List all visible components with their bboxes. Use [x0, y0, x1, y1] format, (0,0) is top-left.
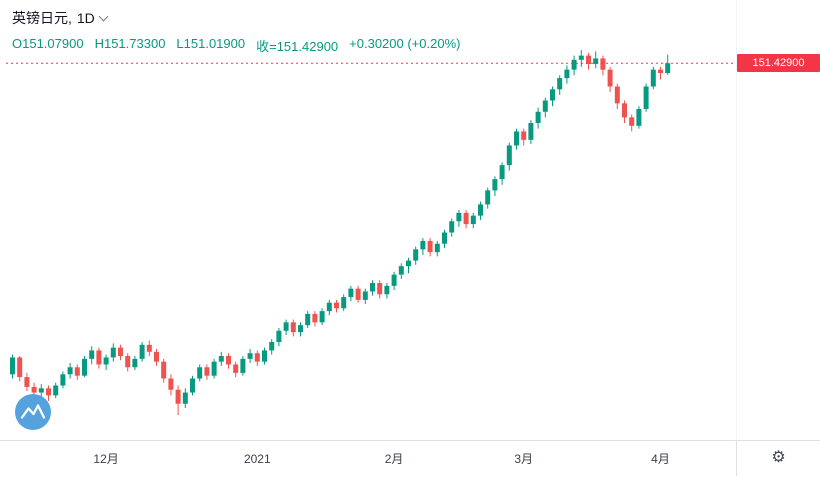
chart-legend: 英镑日元 , 1D O151.07900 H151.73300 L151.019… — [12, 8, 460, 55]
interval-button[interactable]: 1D — [76, 10, 109, 26]
time-axis[interactable]: 12月 2021 2月 3月 4月 — [0, 440, 820, 477]
interval-label: 1D — [76, 10, 95, 26]
gear-icon[interactable]: ⚙ — [771, 449, 786, 466]
last-price-tag: 151.42900 — [737, 54, 820, 73]
ohlc-change: +0.30200 (+0.20%) — [349, 36, 461, 51]
ohlc-high: H151.73300 — [94, 36, 166, 51]
time-axis-label: 12月 — [93, 452, 119, 466]
time-axis-label: 4月 — [651, 452, 670, 466]
time-axis-label: 2月 — [384, 452, 404, 466]
title-separator: , — [68, 10, 72, 26]
time-axis-label: 3月 — [514, 452, 534, 466]
mountain-logo-icon — [20, 404, 46, 419]
chevron-down-icon — [98, 11, 109, 21]
price-axis[interactable]: 151.42900 — [736, 0, 820, 440]
chart-canvas[interactable] — [0, 0, 820, 440]
symbol-title: 英镑日元 , 1D — [12, 8, 460, 28]
ohlc-open: O151.07900 — [12, 36, 84, 51]
ohlc-low: L151.01900 — [176, 36, 246, 51]
logo-button[interactable] — [15, 394, 51, 430]
symbol-button[interactable]: 英镑日元 — [12, 10, 68, 26]
axis-corner: ⚙ — [736, 440, 820, 476]
ohlc-line: O151.07900 H151.73300 L151.01900 收=151.4… — [12, 36, 460, 55]
time-axis-label: 2021 — [243, 452, 271, 466]
ohlc-close: 收=151.42900 — [256, 39, 339, 54]
